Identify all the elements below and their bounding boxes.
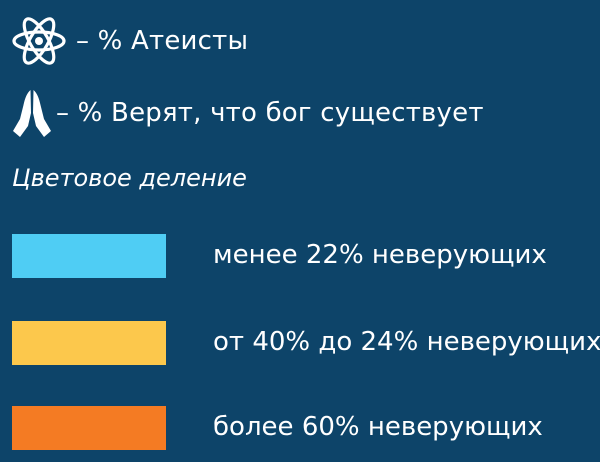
legend-believers-label: – % Верят, что бог существует: [56, 98, 484, 128]
legend-atheists: – % Атеисты: [10, 16, 248, 66]
range-label-high: более 60% неверующих: [213, 412, 543, 442]
color-section-title: Цветовое деление: [12, 164, 247, 192]
legend-atheists-label: – % Атеисты: [76, 26, 249, 56]
range-label-mid: от 40% до 24% неверующих: [213, 327, 600, 357]
swatch-mid: [12, 321, 166, 365]
swatch-low: [12, 234, 166, 278]
swatch-high: [12, 406, 166, 450]
legend-believers: – % Верят, что бог существует: [10, 86, 484, 140]
praying-hands-icon: [10, 86, 54, 140]
atom-icon: [10, 16, 68, 66]
range-label-low: менее 22% неверующих: [213, 240, 547, 270]
